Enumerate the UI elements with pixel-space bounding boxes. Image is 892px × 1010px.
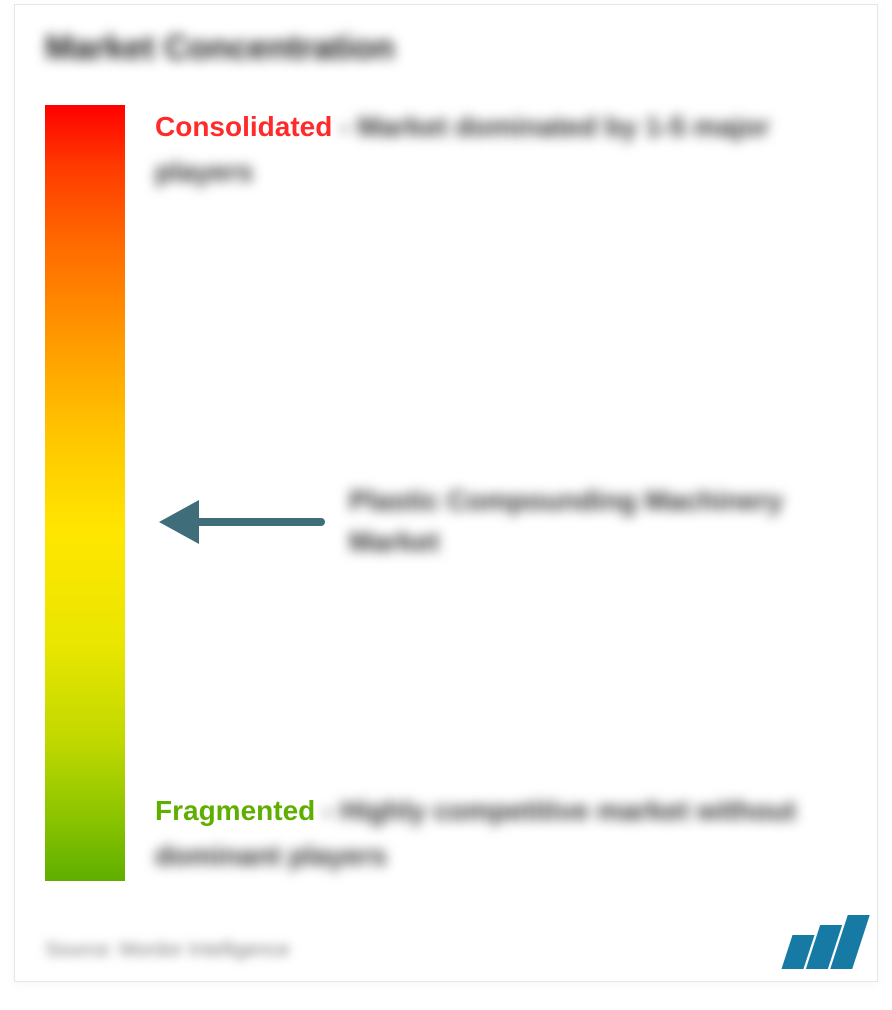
concentration-gradient-bar (45, 105, 125, 881)
arrow-left-icon (155, 492, 325, 552)
market-pointer: Plastic Compounding Machinery Market (155, 481, 789, 562)
fragmented-label: Fragmented - Highly competitive market w… (155, 789, 835, 879)
fragmented-keyword: Fragmented (155, 795, 315, 826)
card-title: Market Concentration (45, 29, 395, 68)
consolidated-label: Consolidated - Market dominated by 1-5 m… (155, 105, 835, 195)
source-attribution: Source: Mordor Intelligence (45, 939, 290, 962)
consolidated-keyword: Consolidated (155, 111, 332, 142)
brand-logo-icon (787, 915, 861, 969)
market-name: Plastic Compounding Machinery Market (349, 481, 789, 562)
market-concentration-card: Market Concentration Consolidated - Mark… (14, 4, 878, 982)
